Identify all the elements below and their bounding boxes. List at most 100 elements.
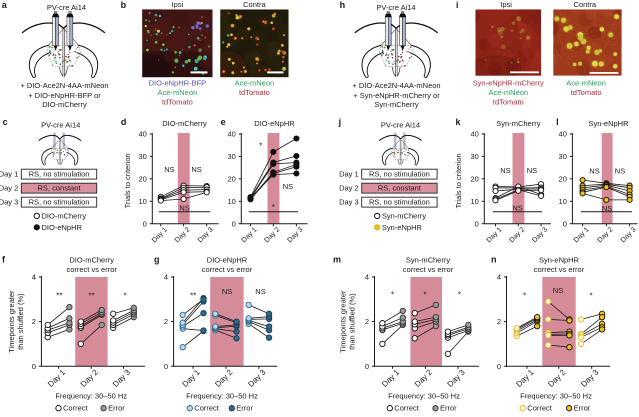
svg-text:4: 4	[497, 273, 501, 282]
svg-text:30: 30	[138, 152, 146, 161]
svg-text:DIO-mCherry: DIO-mCherry	[162, 119, 207, 128]
svg-text:**: **	[56, 292, 62, 301]
svg-text:tdTomato: tdTomato	[493, 98, 524, 107]
svg-text:NS: NS	[191, 165, 201, 174]
svg-text:Timepoints greater: Timepoints greater	[339, 290, 348, 353]
svg-text:DIO-eNpHR: DIO-eNpHR	[42, 223, 83, 232]
svg-text:20: 20	[227, 174, 235, 183]
svg-text:c: c	[3, 117, 8, 127]
svg-text:Correct: Correct	[527, 404, 553, 412]
svg-text:Syn-mCherry: Syn-mCherry	[374, 100, 418, 109]
svg-text:0: 0	[232, 219, 236, 228]
svg-text:Correct: Correct	[63, 404, 89, 412]
svg-text:0: 0	[497, 362, 501, 371]
svg-text:Syn-eNpHR-mCherry: Syn-eNpHR-mCherry	[473, 79, 545, 88]
svg-text:0: 0	[164, 362, 168, 371]
svg-text:20: 20	[138, 174, 146, 183]
svg-text:correct vs error: correct vs error	[403, 265, 454, 274]
svg-text:Day 3: Day 3	[339, 198, 359, 207]
svg-text:+ DIO-Ace2N-4AA-mNeon: + DIO-Ace2N-4AA-mNeon	[352, 81, 440, 90]
svg-text:tdTomato: tdTomato	[239, 88, 270, 97]
svg-text:NS: NS	[615, 167, 625, 176]
svg-text:i: i	[456, 0, 459, 10]
svg-text:Syn-mCherry: Syn-mCherry	[406, 256, 450, 265]
svg-text:Day 1: Day 1	[0, 170, 18, 179]
svg-text:*: *	[590, 292, 593, 301]
svg-text:DIO-eNpHR-BFP: DIO-eNpHR-BFP	[149, 79, 207, 88]
svg-text:Trials to criterion: Trials to criterion	[454, 153, 463, 208]
svg-text:Syn-eNpHR: Syn-eNpHR	[588, 119, 629, 128]
svg-text:Ace-mNeon: Ace-mNeon	[488, 88, 528, 97]
svg-text:Day 2: Day 2	[339, 184, 359, 193]
svg-text:4: 4	[164, 273, 168, 282]
svg-text:DIO-eNpHR: DIO-eNpHR	[207, 256, 248, 265]
svg-text:correct vs error: correct vs error	[534, 265, 585, 274]
svg-text:*: *	[259, 142, 262, 151]
svg-text:*: *	[423, 291, 426, 300]
svg-text:n: n	[491, 255, 497, 265]
svg-text:Error: Error	[236, 404, 253, 412]
svg-text:Frequency: 30–50 Hz: Frequency: 30–50 Hz	[186, 392, 258, 401]
svg-text:10: 10	[470, 197, 478, 206]
svg-text:d: d	[121, 117, 127, 127]
svg-text:+ DIO-eNpHR-BFP or: + DIO-eNpHR-BFP or	[28, 91, 101, 100]
svg-text:Correct: Correct	[394, 404, 420, 412]
svg-text:a: a	[2, 0, 8, 10]
svg-text:Syn-mCherry: Syn-mCherry	[496, 119, 540, 128]
svg-text:RS, constant: RS, constant	[38, 184, 82, 193]
svg-text:4: 4	[365, 273, 369, 282]
svg-text:m: m	[333, 255, 341, 265]
svg-text:2: 2	[32, 317, 36, 326]
svg-text:Timepoints greater: Timepoints greater	[7, 290, 16, 353]
svg-text:Frequency: 30–50 Hz: Frequency: 30–50 Hz	[55, 392, 127, 401]
svg-text:10: 10	[227, 197, 235, 206]
svg-text:40: 40	[470, 130, 478, 139]
svg-text:tdTomato: tdTomato	[571, 88, 602, 97]
svg-text:4: 4	[32, 273, 36, 282]
svg-text:Syn-mCherry: Syn-mCherry	[382, 211, 426, 220]
svg-text:Error: Error	[574, 404, 591, 412]
svg-text:Trials to criterion: Trials to criterion	[123, 153, 132, 208]
svg-text:correct vs error: correct vs error	[202, 265, 253, 274]
svg-text:+ Syn-eNpHR-mCherry or: + Syn-eNpHR-mCherry or	[353, 91, 440, 100]
svg-text:Day 2: Day 2	[0, 184, 18, 193]
svg-text:2: 2	[164, 317, 168, 326]
svg-text:0: 0	[475, 219, 479, 228]
svg-text:NS: NS	[602, 204, 612, 213]
svg-text:DIO-mCherry: DIO-mCherry	[42, 211, 87, 220]
svg-text:30: 30	[227, 152, 235, 161]
svg-text:e: e	[221, 117, 226, 127]
svg-text:RS, no stimulation: RS, no stimulation	[29, 198, 90, 207]
svg-text:Ipsi: Ipsi	[172, 0, 184, 9]
svg-text:Frequency: 30–50 Hz: Frequency: 30–50 Hz	[388, 392, 460, 401]
svg-text:PV-cre Ai14: PV-cre Ai14	[381, 120, 420, 129]
svg-text:Frequency: 30–50 Hz: Frequency: 30–50 Hz	[520, 392, 592, 401]
svg-text:j: j	[338, 117, 342, 127]
svg-text:DIO-mCherry: DIO-mCherry	[42, 100, 87, 109]
svg-text:k: k	[456, 117, 462, 127]
svg-text:*: *	[391, 291, 394, 300]
svg-text:RS, no stimulation: RS, no stimulation	[369, 198, 430, 207]
svg-text:b: b	[121, 0, 127, 10]
svg-text:30: 30	[559, 152, 567, 161]
svg-text:0: 0	[365, 362, 369, 371]
svg-text:Syn-eNpHR: Syn-eNpHR	[382, 223, 423, 232]
svg-text:RS, constant: RS, constant	[378, 184, 422, 193]
svg-text:2: 2	[497, 317, 501, 326]
svg-text:2: 2	[365, 317, 369, 326]
svg-text:Ace-mNeon: Ace-mNeon	[235, 79, 275, 88]
svg-text:0: 0	[32, 362, 36, 371]
svg-text:40: 40	[559, 130, 567, 139]
svg-text:Contra: Contra	[243, 0, 266, 9]
svg-text:20: 20	[470, 174, 478, 183]
svg-text:PV-cre Ai14: PV-cre Ai14	[376, 3, 415, 12]
svg-text:Contra: Contra	[574, 0, 597, 9]
svg-text:PV-cre Ai14: PV-cre Ai14	[41, 120, 80, 129]
svg-text:10: 10	[138, 197, 146, 206]
svg-text:Ipsi: Ipsi	[500, 0, 512, 9]
svg-text:Ace-mNeon: Ace-mNeon	[158, 88, 198, 97]
svg-text:Error: Error	[440, 404, 457, 412]
svg-text:30: 30	[470, 152, 478, 161]
svg-text:RS, no stimulation: RS, no stimulation	[369, 170, 430, 179]
svg-text:*: *	[458, 291, 461, 300]
